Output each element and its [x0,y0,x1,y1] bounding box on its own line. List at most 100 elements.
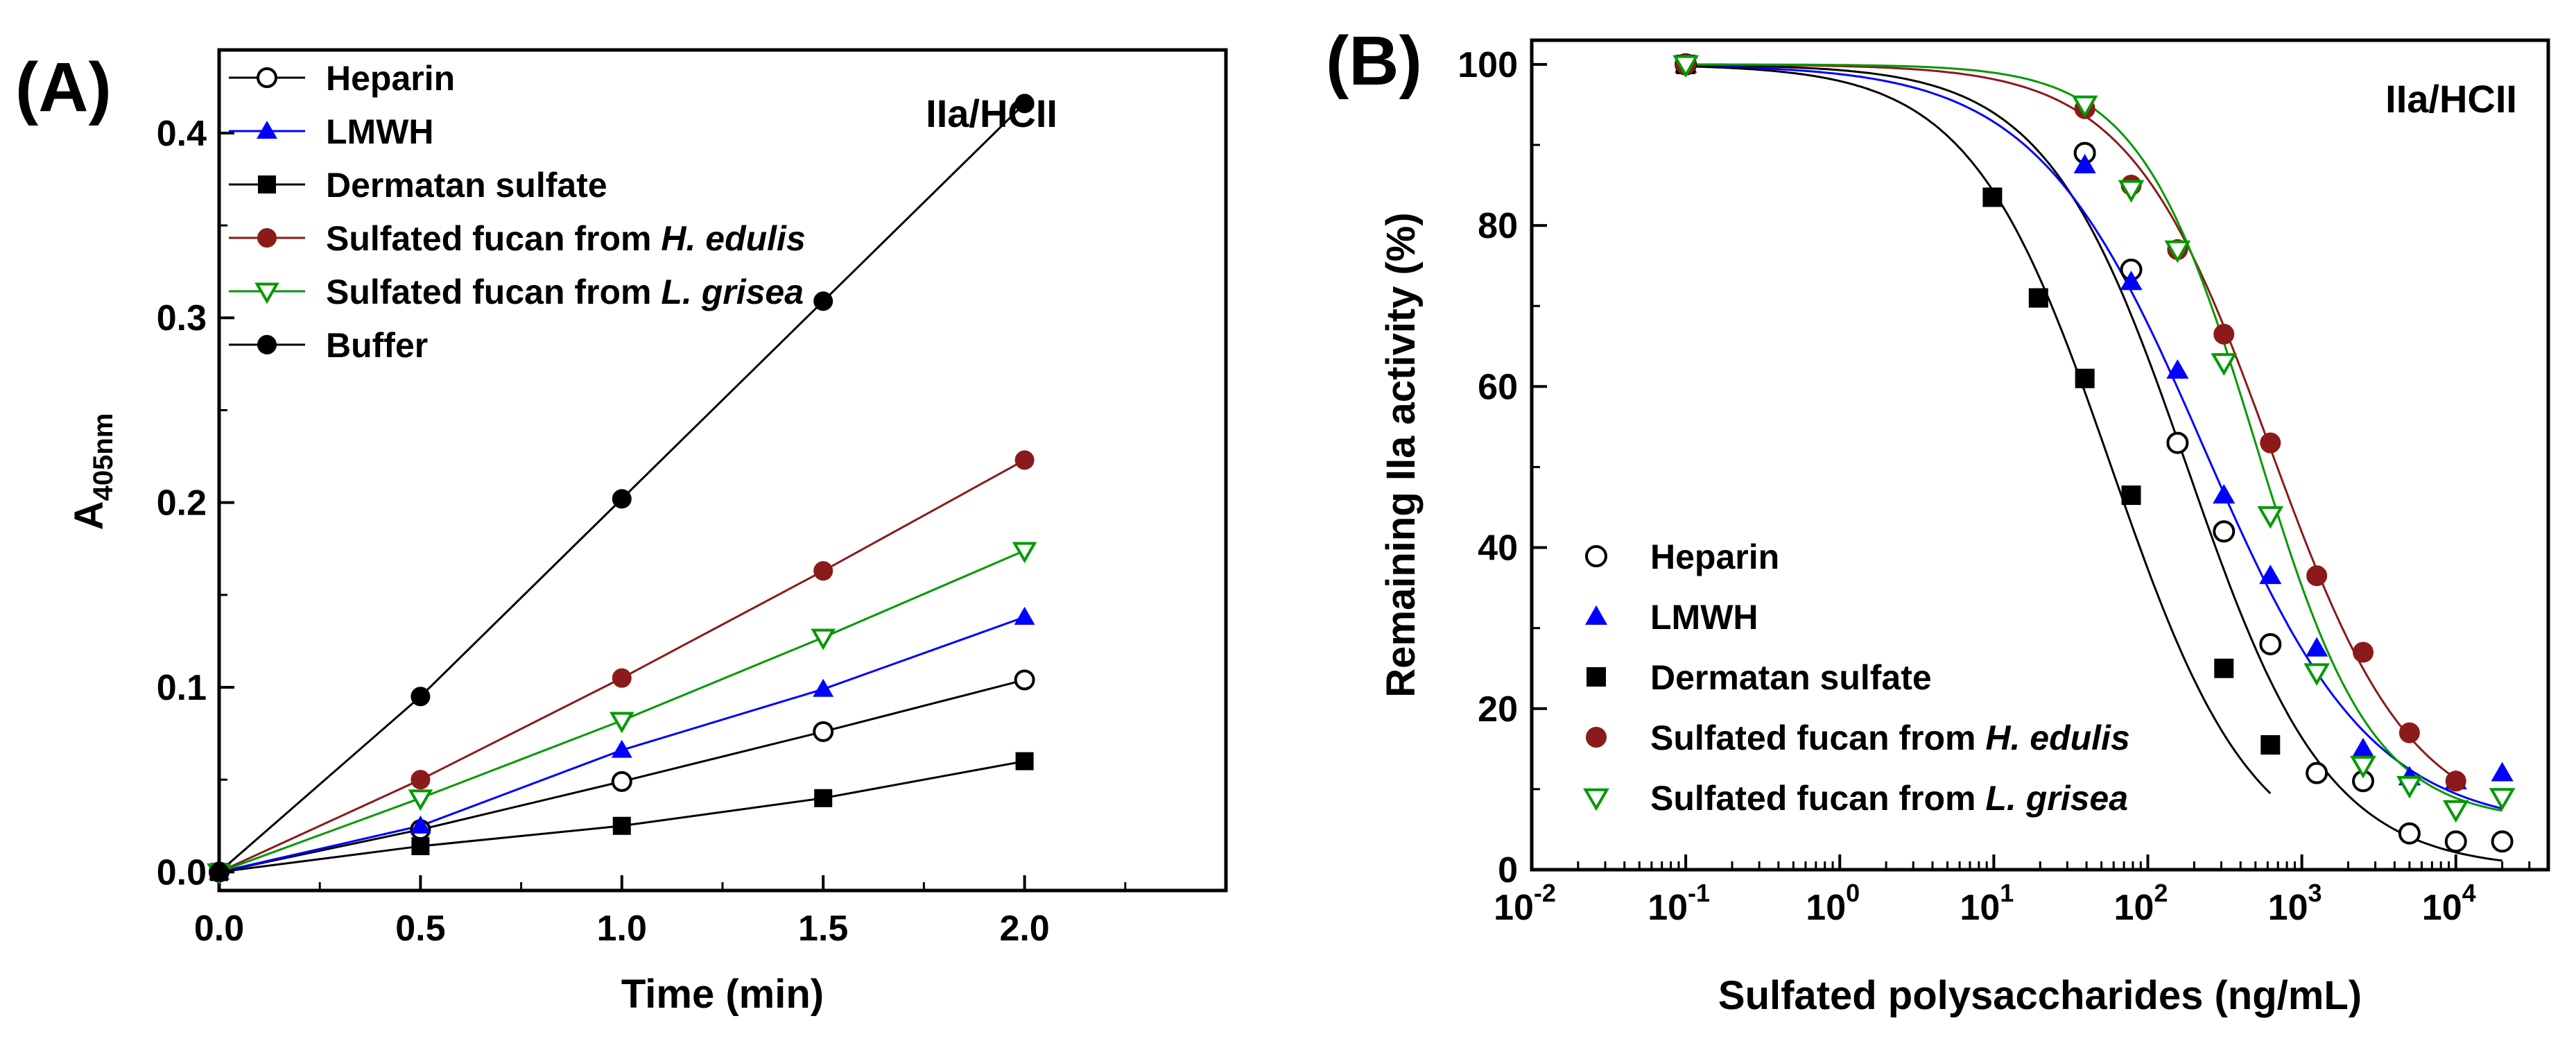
panel-a-legend-label-text: Buffer [326,326,428,365]
panel-a-label: (A) [15,49,112,126]
panel-b-ytick-label: 100 [1458,45,1518,85]
panel-a-legend-marker [254,282,279,304]
panel-a-data-point [813,561,833,581]
panel-a-legend: Heparin LMWH Dermatan sulfate Sulfated fuca… [229,59,806,365]
panel-b-data-point [2306,565,2328,587]
panel-b-data-point [2118,180,2145,203]
panel-a-data-point [813,291,833,311]
panel-a-legend-label: Buffer [326,326,428,365]
panel-b-legend-label-italic: L. grisea [1985,779,2128,818]
panel-b-data-point [2303,663,2331,686]
panel-a-data-point [611,771,632,792]
panel-b-xtick-label: 101 [1960,879,2014,928]
panel-a-series-line [218,459,1026,873]
panel-a-data-point [1015,752,1034,771]
panel-b-data-point [2352,642,2374,663]
panel-a-data-point [1014,669,1035,691]
panel-b-xtick-label: 103 [2268,879,2322,928]
panel-b-data-point [2166,431,2189,454]
panel-b-data-point [2444,830,2467,853]
panel-b-data-point [2028,288,2048,308]
panel-b-ytick-label: 60 [1478,367,1518,407]
panel-a-xtick-label: 2.0 [999,909,1049,949]
panel-b-xtick-base: 10 [2422,888,2462,928]
panel-a-data-point [410,687,431,707]
panel-a-data-point [411,837,430,856]
panel-a-xlabel: Time (min) [621,972,824,1017]
panel-a-legend-label: Dermatan sulfate [326,166,607,205]
panel-b-data-point [2306,637,2328,657]
panel-b-data-point [2491,762,2514,782]
panel-b-legend-label: Sulfated fucan from H. edulis [1650,719,2130,757]
panel-b-xtick-base: 10 [1494,888,1534,928]
panel-b-data-point [2259,633,2282,655]
panel-b-xtick-exp: 3 [2308,879,2322,907]
panel-a-legend-label-italic: L. grisea [661,273,804,311]
panel-a-data-point [811,628,836,651]
panel-a-ylabel: A405nm [67,413,119,531]
panel-b-xtick-base: 10 [1806,888,1846,928]
panel-a-legend-marker [257,228,277,248]
panel-b-data-point [2213,520,2236,543]
panel-b-data-point [2211,353,2238,376]
panel-a-legend-label: LMWH [326,112,434,151]
panel-a-data-point [410,770,431,790]
panel-b-xtick-exp: -1 [1688,879,1710,907]
panel-a-data-point [1012,542,1037,564]
panel-b-legend-label: Dermatan sulfate [1650,658,1932,697]
panel-b-data-point [2442,800,2469,823]
panel-a-xtick-label: 0.0 [194,909,244,949]
panel-b-fit-curve [1686,63,2502,812]
panel-a-data-point [813,678,834,697]
panel-a-data-point [814,789,833,807]
panel-b-legend-label-text: LMWH [1650,598,1758,637]
panel-b-legend-label-text: Sulfated fucan from [1650,779,1985,818]
panel-a-xtick-label: 0.5 [395,909,445,949]
panel-b-fit-curve [1686,64,2502,810]
panel-a-data-point [611,739,632,758]
panel-b-xtick-label: 10-2 [1494,879,1556,928]
panel-a-ytick-label: 0.4 [157,114,207,154]
panel-a-data-point [612,668,632,688]
panel-b-legend-label-text: Heparin [1650,537,1779,576]
panel-b-data-point [2121,485,2141,506]
panel-b-data-point [2073,153,2096,173]
panel-b-data-point [2257,506,2284,529]
panel-a-data-point [408,789,433,811]
panel-b-xtick-base: 10 [1960,888,2000,928]
panel-b-annotation: IIa/HCII [2385,77,2517,121]
panel-b-legend-marker [1586,727,1607,748]
panel-a-legend-label-text: LMWH [326,112,434,151]
panel-a-xtick-label: 1.5 [798,909,848,949]
panel-a-legend-label-italic: H. edulis [661,219,805,258]
panel-b-legend-label-italic: H. edulis [1985,719,2129,757]
panel-b-legend-label-text: Sulfated fucan from [1650,719,1985,757]
panel-a-legend-label: Heparin [326,59,455,98]
panel-a-annotation: IIa/HCII [926,92,1057,135]
panel-a-ylabel-main: A [67,501,112,530]
panel-b-data-point [2351,737,2375,757]
panel-a-data-point [612,816,631,835]
panel-b-data-point [2445,771,2466,792]
panel-b-data-point [2489,788,2516,811]
panel-b-data-point [2306,762,2328,784]
panel-b-legend-marker [1587,667,1606,687]
panel-a-data-point [813,721,834,742]
panel-a-data-point [1014,94,1035,114]
panel-b-data-point [2259,565,2282,585]
panel-b-data-point [2398,822,2421,845]
panel-b-ylabel: Remaining IIa activity (%) [1378,212,1424,697]
panel-a-legend-label-text: Sulfated fucan from [326,219,661,258]
panel-b-data-point [2164,240,2191,264]
panel-b-xtick-exp: 2 [2154,879,2168,907]
panel-b-legend-label: Heparin [1650,537,1779,576]
panel-a-ytick-label: 0.1 [157,668,207,708]
panel-b-data-point [2120,270,2143,291]
panel-a-data-point [1014,606,1035,625]
panel-b-xtick-exp: 4 [2462,879,2476,907]
panel-b-xtick-base: 10 [2114,888,2154,928]
panel-a-data-point [410,815,431,834]
panel-b-xtick-label: 10-1 [1648,879,1710,928]
panel-b-xtick-label: 102 [2114,879,2168,928]
